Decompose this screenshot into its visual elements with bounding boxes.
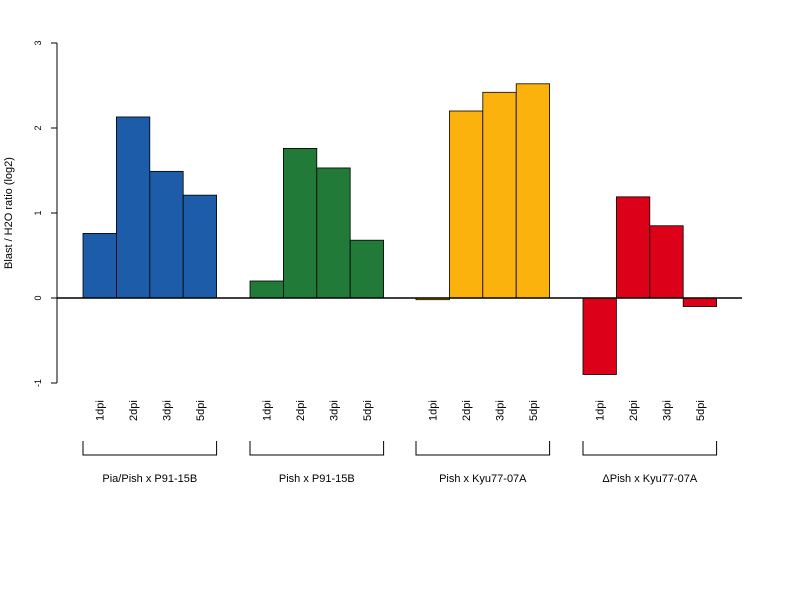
- x-tick-label: 3dpi: [495, 400, 507, 421]
- x-tick-label: 1dpi: [95, 400, 107, 421]
- x-tick-label: 5dpi: [195, 400, 207, 421]
- bar: [616, 196, 651, 299]
- bar: [149, 170, 184, 299]
- x-tick-label: 5dpi: [528, 400, 540, 421]
- group-bracket: [82, 441, 218, 456]
- x-tick-label: 5dpi: [695, 400, 707, 421]
- bar: [182, 194, 217, 299]
- bar: [582, 297, 617, 375]
- group-brackets: Pia/Pish x P91-15B Pish x P91-15B Pish x K…: [82, 441, 718, 485]
- x-tick-label: 1dpi: [595, 400, 607, 421]
- bar: [349, 239, 385, 299]
- group-bracket: [249, 441, 385, 456]
- y-tick-label: 0: [33, 295, 43, 300]
- bar: [282, 147, 318, 299]
- x-tick-label: 2dpi: [128, 400, 140, 421]
- group-label: Pish x Kyu77-07A: [439, 473, 527, 485]
- bar: [682, 297, 718, 307]
- group-label: Pia/Pish x P91-15B: [102, 473, 197, 485]
- x-tick-label: 5dpi: [362, 400, 374, 421]
- bars: [82, 83, 718, 375]
- x-tick-label: 1dpi: [262, 400, 274, 421]
- bar: [482, 91, 517, 299]
- group-bracket: [415, 441, 551, 456]
- x-tick-label: 2dpi: [295, 400, 307, 421]
- y-tick-label: 3: [33, 40, 43, 45]
- bar: [448, 110, 484, 299]
- y-tick-label: 1: [33, 210, 43, 215]
- y-axis: -1 0 1 2 3: [33, 40, 58, 387]
- bar: [316, 167, 351, 299]
- x-tick-label: 2dpi: [461, 400, 473, 421]
- bar: [515, 83, 551, 299]
- bar: [82, 232, 117, 299]
- bar: [249, 280, 284, 299]
- x-tick-label: 3dpi: [162, 400, 174, 421]
- group-bracket: [582, 441, 718, 456]
- group-label: ΔPish x Kyu77-07A: [602, 473, 697, 485]
- group-label: Pish x P91-15B: [279, 473, 355, 485]
- y-tick-label: -1: [33, 379, 43, 387]
- x-tick-label: 2dpi: [628, 400, 640, 421]
- x-tick-labels: 1dpi 2dpi 3dpi 5dpi 1dpi 2dpi 3dpi 5dpi 1dpi 2dpi…: [95, 400, 707, 421]
- bar: [116, 116, 151, 299]
- x-tick-label: 1dpi: [428, 400, 440, 421]
- bar: [649, 225, 684, 299]
- x-tick-label: 3dpi: [662, 400, 674, 421]
- y-axis-label: Blast / H2O ratio (log2): [3, 157, 15, 269]
- x-tick-label: 3dpi: [329, 400, 341, 421]
- y-tick-label: 2: [33, 125, 43, 130]
